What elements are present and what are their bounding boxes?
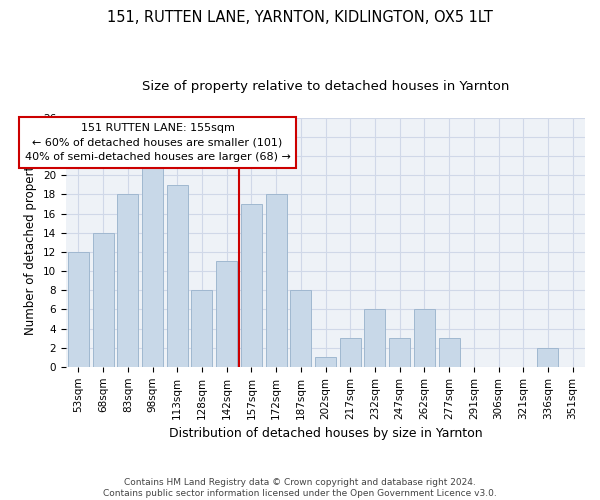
- Title: Size of property relative to detached houses in Yarnton: Size of property relative to detached ho…: [142, 80, 509, 93]
- Bar: [191, 290, 212, 367]
- Bar: [389, 338, 410, 367]
- Bar: [538, 348, 559, 367]
- Bar: [364, 310, 385, 367]
- Text: Contains HM Land Registry data © Crown copyright and database right 2024.
Contai: Contains HM Land Registry data © Crown c…: [103, 478, 497, 498]
- Bar: [92, 232, 113, 367]
- Bar: [142, 166, 163, 367]
- Bar: [241, 204, 262, 367]
- Bar: [290, 290, 311, 367]
- Bar: [167, 185, 188, 367]
- Bar: [68, 252, 89, 367]
- Bar: [315, 357, 336, 367]
- Bar: [439, 338, 460, 367]
- Bar: [266, 194, 287, 367]
- Bar: [117, 194, 138, 367]
- Bar: [340, 338, 361, 367]
- Bar: [414, 310, 435, 367]
- X-axis label: Distribution of detached houses by size in Yarnton: Distribution of detached houses by size …: [169, 427, 482, 440]
- Bar: [216, 262, 237, 367]
- Y-axis label: Number of detached properties: Number of detached properties: [25, 150, 37, 336]
- Text: 151 RUTTEN LANE: 155sqm
← 60% of detached houses are smaller (101)
40% of semi-d: 151 RUTTEN LANE: 155sqm ← 60% of detache…: [25, 122, 290, 162]
- Text: 151, RUTTEN LANE, YARNTON, KIDLINGTON, OX5 1LT: 151, RUTTEN LANE, YARNTON, KIDLINGTON, O…: [107, 10, 493, 25]
